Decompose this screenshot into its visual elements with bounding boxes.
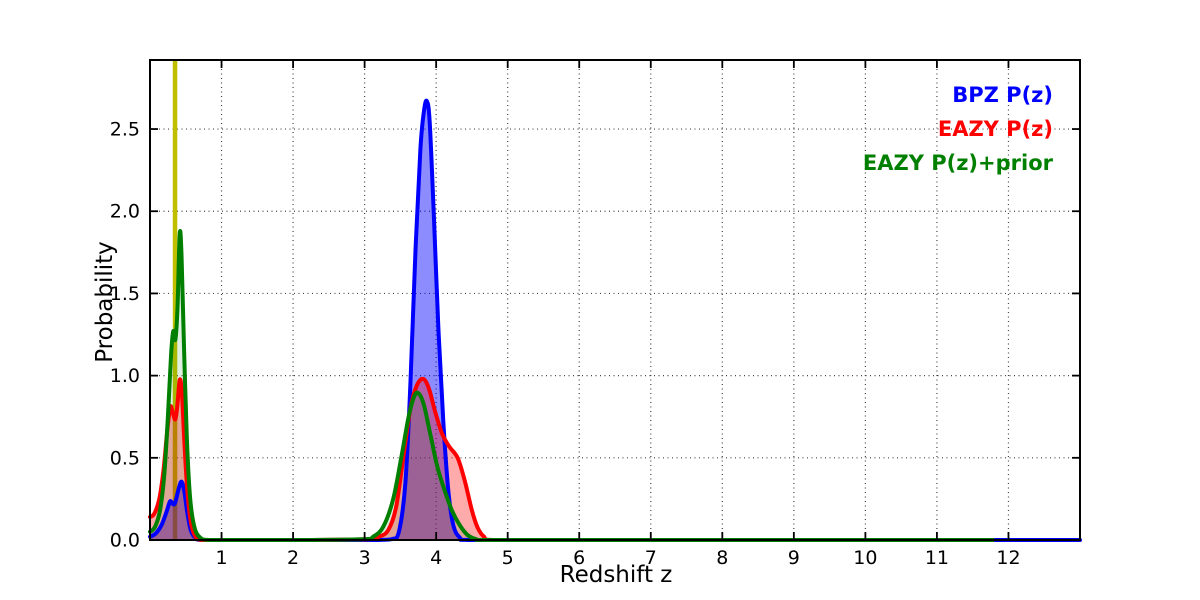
x-tick-label: 7 [645, 547, 657, 569]
x-tick-label: 6 [573, 547, 585, 569]
y-tick-label: 0.5 [110, 447, 140, 469]
x-tick-label: 4 [430, 547, 442, 569]
x-tick-label: 3 [359, 547, 371, 569]
x-tick-label: 2 [287, 547, 299, 569]
axes-spines [149, 59, 1081, 541]
x-tick-label: 11 [925, 547, 949, 569]
x-tick-label: 10 [853, 547, 877, 569]
legend-item-2: EAZY P(z) [937, 117, 1053, 141]
y-tick-label: 0.0 [110, 530, 140, 552]
grid [150, 60, 1080, 540]
x-tick-label: 8 [716, 547, 728, 569]
y-tick-label: 2.0 [110, 201, 140, 223]
legend-item-1: BPZ P(z) [952, 83, 1053, 107]
x-tick-label: 5 [502, 547, 514, 569]
tick-labels: 1 2 3 4 5 6 7 8 9 10 11 120.00.51.01.52.02.5 [110, 119, 1021, 569]
legend-item-3: EAZY P(z)+prior [862, 151, 1053, 175]
series-lines [148, 98, 1082, 543]
series-line-2 [148, 376, 995, 543]
tick-marks [150, 60, 1080, 541]
legend: BPZ P(z) EAZY P(z) EAZY P(z)+prior [863, 78, 1053, 180]
x-tick-label: 12 [996, 547, 1020, 569]
y-tick-label: 1.0 [110, 365, 140, 387]
x-tick-label: 9 [788, 547, 800, 569]
y-axis-label: Probability [92, 241, 118, 363]
x-axis-label: Redshift z [559, 562, 673, 588]
y-tick-label: 2.5 [110, 119, 140, 141]
y-tick-label: 1.5 [110, 283, 140, 305]
series-line-3 [148, 229, 995, 543]
plot-background [150, 60, 1080, 540]
x-tick-label: 1 [215, 547, 227, 569]
